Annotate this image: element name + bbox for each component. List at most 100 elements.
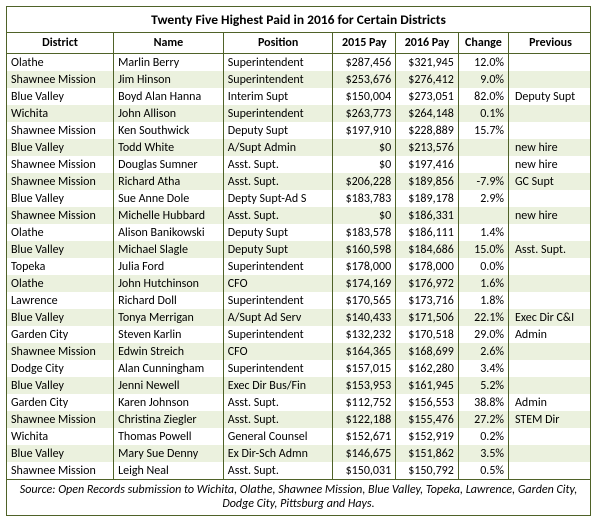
cell-previous: STEM Dir xyxy=(508,411,590,428)
cell-position: CFO xyxy=(223,275,333,292)
cell-previous: Admin xyxy=(508,326,590,343)
cell-previous: Admin xyxy=(508,394,590,411)
cell-district: Olathe xyxy=(7,275,114,292)
table-container: Twenty Five Highest Paid in 2016 for Cer… xyxy=(6,6,591,516)
cell-position: Depty Supt-Ad S xyxy=(223,190,333,207)
cell-name: Tonya Merrigan xyxy=(114,309,224,326)
cell-name: Douglas Sumner xyxy=(114,156,224,173)
cell-change: 15.0% xyxy=(458,241,508,258)
cell-2016: $213,576 xyxy=(396,139,459,156)
cell-2016: $186,331 xyxy=(396,207,459,224)
cell-name: Boyd Alan Hanna xyxy=(114,88,224,105)
table-row: Garden CityKaren JohnsonAsst. Supt.$112,… xyxy=(7,394,590,411)
cell-previous xyxy=(508,343,590,360)
cell-2016: $171,506 xyxy=(396,309,459,326)
cell-previous xyxy=(508,54,590,72)
cell-position: Superintendent xyxy=(223,105,333,122)
cell-previous xyxy=(508,224,590,241)
cell-name: John Allison xyxy=(114,105,224,122)
table-row: Shawnee MissionRichard AthaAsst. Supt.$2… xyxy=(7,173,590,190)
cell-position: Superintendent xyxy=(223,292,333,309)
cell-2016: $186,111 xyxy=(396,224,459,241)
cell-2016: $184,686 xyxy=(396,241,459,258)
cell-name: Edwin Streich xyxy=(114,343,224,360)
cell-name: Alan Cunningham xyxy=(114,360,224,377)
table-row: Blue ValleySue Anne DoleDepty Supt-Ad S$… xyxy=(7,190,590,207)
cell-district: Lawrence xyxy=(7,292,114,309)
cell-previous xyxy=(508,190,590,207)
cell-2015: $253,676 xyxy=(333,71,396,88)
cell-2016: $155,476 xyxy=(396,411,459,428)
cell-name: Todd White xyxy=(114,139,224,156)
cell-2015: $170,565 xyxy=(333,292,396,309)
cell-2015: $287,456 xyxy=(333,54,396,72)
table-row: Blue ValleyTodd WhiteA/Supt Admin$0$213,… xyxy=(7,139,590,156)
cell-previous: Deputy Supt xyxy=(508,88,590,105)
cell-name: Leigh Neal xyxy=(114,462,224,479)
cell-position: Superintendent xyxy=(223,360,333,377)
cell-change: 15.7% xyxy=(458,122,508,139)
cell-position: Superintendent xyxy=(223,326,333,343)
cell-name: John Hutchinson xyxy=(114,275,224,292)
cell-2015: $122,188 xyxy=(333,411,396,428)
cell-name: Ken Southwick xyxy=(114,122,224,139)
source-note: Source: Open Records submission to Wichi… xyxy=(7,479,590,515)
cell-previous xyxy=(508,292,590,309)
table-row: OlatheAlison BanikowskiDeputy Supt$183,5… xyxy=(7,224,590,241)
table-title: Twenty Five Highest Paid in 2016 for Cer… xyxy=(7,7,590,33)
cell-position: Deputy Supt xyxy=(223,122,333,139)
cell-district: Dodge City xyxy=(7,360,114,377)
table-row: Blue ValleyTonya MerriganA/Supt Ad Serv$… xyxy=(7,309,590,326)
header-row: District Name Position 2015 Pay 2016 Pay… xyxy=(7,33,590,54)
table-row: Shawnee MissionKen SouthwickDeputy Supt$… xyxy=(7,122,590,139)
cell-district: Shawnee Mission xyxy=(7,173,114,190)
cell-position: Asst. Supt. xyxy=(223,207,333,224)
cell-change: 82.0% xyxy=(458,88,508,105)
cell-previous xyxy=(508,462,590,479)
cell-2015: $150,004 xyxy=(333,88,396,105)
cell-2015: $160,598 xyxy=(333,241,396,258)
cell-change: 3.4% xyxy=(458,360,508,377)
cell-2016: $321,945 xyxy=(396,54,459,72)
cell-previous: Asst. Supt. xyxy=(508,241,590,258)
cell-position: Ex Dir-Sch Admn xyxy=(223,445,333,462)
cell-2015: $183,783 xyxy=(333,190,396,207)
cell-name: Karen Johnson xyxy=(114,394,224,411)
cell-previous: new hire xyxy=(508,139,590,156)
cell-2016: $168,699 xyxy=(396,343,459,360)
cell-2015: $197,910 xyxy=(333,122,396,139)
cell-district: Shawnee Mission xyxy=(7,122,114,139)
cell-previous xyxy=(508,105,590,122)
cell-2016: $189,856 xyxy=(396,173,459,190)
cell-2016: $161,945 xyxy=(396,377,459,394)
col-2016-pay: 2016 Pay xyxy=(396,33,459,54)
cell-position: Superintendent xyxy=(223,258,333,275)
cell-change: 12.0% xyxy=(458,54,508,72)
cell-change: 27.2% xyxy=(458,411,508,428)
cell-district: Blue Valley xyxy=(7,88,114,105)
table-row: Blue ValleyBoyd Alan HannaInterim Supt$1… xyxy=(7,88,590,105)
cell-2016: $276,412 xyxy=(396,71,459,88)
cell-district: Blue Valley xyxy=(7,139,114,156)
cell-change: 38.8% xyxy=(458,394,508,411)
cell-2015: $0 xyxy=(333,156,396,173)
cell-change: 2.6% xyxy=(458,343,508,360)
cell-change: 2.9% xyxy=(458,190,508,207)
cell-2016: $150,792 xyxy=(396,462,459,479)
cell-2015: $132,232 xyxy=(333,326,396,343)
cell-2016: $273,051 xyxy=(396,88,459,105)
table-row: WichitaJohn AllisonSuperintendent$263,77… xyxy=(7,105,590,122)
table-row: OlatheJohn HutchinsonCFO$174,169$176,972… xyxy=(7,275,590,292)
cell-district: Shawnee Mission xyxy=(7,462,114,479)
cell-name: Michael Slagle xyxy=(114,241,224,258)
pay-table: District Name Position 2015 Pay 2016 Pay… xyxy=(7,33,590,479)
cell-2015: $206,228 xyxy=(333,173,396,190)
cell-district: Blue Valley xyxy=(7,445,114,462)
cell-2016: $197,416 xyxy=(396,156,459,173)
table-row: Blue ValleyMichael SlagleDeputy Supt$160… xyxy=(7,241,590,258)
cell-change: 1.8% xyxy=(458,292,508,309)
cell-district: Olathe xyxy=(7,54,114,72)
cell-name: Mary Sue Denny xyxy=(114,445,224,462)
col-name: Name xyxy=(114,33,224,54)
cell-2015: $183,578 xyxy=(333,224,396,241)
